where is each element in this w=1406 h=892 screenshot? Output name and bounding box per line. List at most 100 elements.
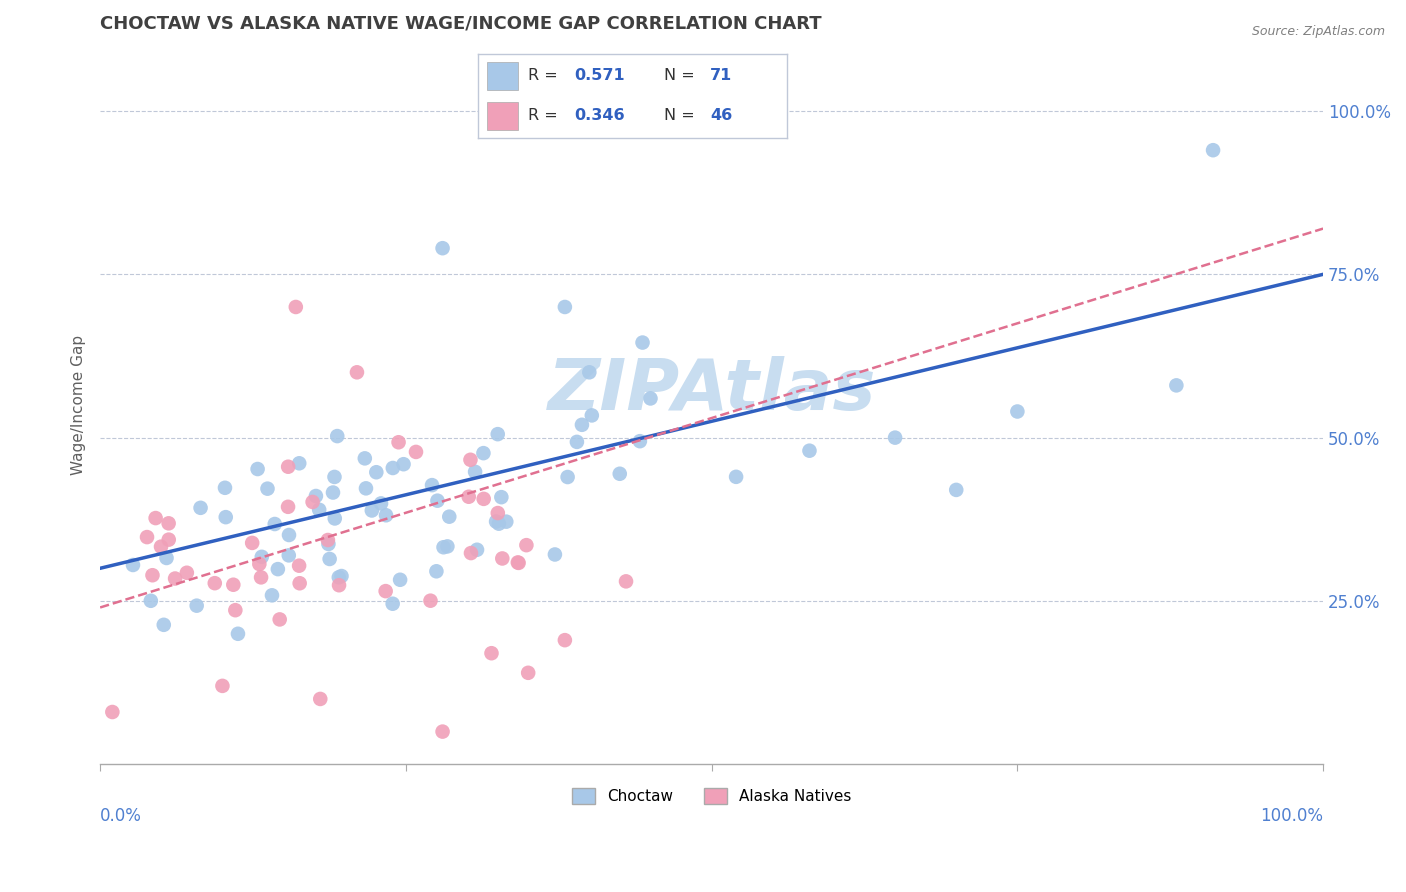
Point — [381, 597, 404, 611]
Point — [323, 511, 346, 525]
Point — [472, 446, 495, 460]
Point — [1202, 143, 1225, 157]
Point — [419, 593, 441, 607]
Point — [224, 603, 246, 617]
Point — [204, 576, 226, 591]
Point — [101, 705, 124, 719]
Text: N =: N = — [664, 108, 700, 123]
Point — [360, 503, 382, 517]
Point — [214, 481, 236, 495]
Point — [318, 552, 340, 566]
Point — [370, 496, 392, 510]
Point — [381, 461, 404, 475]
Point — [211, 679, 233, 693]
Point — [263, 516, 285, 531]
Point — [277, 500, 299, 514]
Point — [640, 392, 662, 406]
Point — [353, 451, 375, 466]
FancyBboxPatch shape — [488, 102, 519, 130]
Point — [136, 530, 159, 544]
Point — [141, 568, 163, 582]
Point — [354, 481, 377, 495]
Text: N =: N = — [664, 68, 700, 83]
Point — [426, 493, 449, 508]
FancyBboxPatch shape — [488, 62, 519, 90]
Point — [277, 459, 299, 474]
Point — [152, 617, 174, 632]
Point — [246, 462, 269, 476]
Point — [1007, 404, 1029, 418]
Point — [288, 558, 311, 573]
Point — [308, 502, 330, 516]
Text: Source: ZipAtlas.com: Source: ZipAtlas.com — [1251, 25, 1385, 38]
Point — [725, 470, 748, 484]
Point — [614, 574, 637, 589]
Point — [420, 478, 443, 492]
Y-axis label: Wage/Income Gap: Wage/Income Gap — [72, 334, 86, 475]
Point — [145, 511, 167, 525]
Point — [215, 510, 238, 524]
Point — [260, 588, 283, 602]
Point — [425, 564, 447, 578]
Point — [405, 445, 427, 459]
Point — [439, 509, 461, 524]
Point — [465, 542, 488, 557]
Point — [374, 584, 396, 599]
Point — [486, 506, 509, 520]
Point — [389, 573, 412, 587]
Text: R =: R = — [527, 108, 562, 123]
Point — [485, 515, 508, 529]
Point — [328, 578, 350, 592]
Point — [544, 548, 567, 562]
Point — [631, 335, 654, 350]
Point — [366, 465, 388, 479]
Point — [301, 495, 323, 509]
Point — [506, 556, 529, 570]
Point — [515, 538, 537, 552]
Point — [240, 536, 263, 550]
Point — [122, 558, 145, 572]
Text: CHOCTAW VS ALASKA NATIVE WAGE/INCOME GAP CORRELATION CHART: CHOCTAW VS ALASKA NATIVE WAGE/INCOME GAP… — [100, 15, 821, 33]
Point — [884, 431, 907, 445]
Point — [322, 485, 344, 500]
Point — [554, 300, 576, 314]
Text: 0.0%: 0.0% — [100, 807, 142, 825]
Point — [1166, 378, 1188, 392]
Point — [309, 692, 332, 706]
Point — [491, 490, 513, 504]
Point — [375, 508, 398, 523]
Point — [139, 594, 162, 608]
Text: R =: R = — [527, 68, 562, 83]
Point — [392, 457, 415, 471]
Point — [945, 483, 967, 497]
Point — [326, 429, 349, 443]
Point — [190, 500, 212, 515]
Point — [316, 533, 339, 547]
Text: 100.0%: 100.0% — [1260, 807, 1323, 825]
Point — [165, 572, 187, 586]
Point — [554, 633, 576, 648]
Point — [464, 465, 486, 479]
Legend: Choctaw, Alaska Natives: Choctaw, Alaska Natives — [567, 782, 858, 811]
Text: ZIPAtlas: ZIPAtlas — [547, 356, 876, 425]
Point — [288, 576, 311, 591]
Point — [226, 627, 249, 641]
Point — [557, 470, 579, 484]
Point — [609, 467, 631, 481]
Point — [491, 551, 513, 566]
Point — [305, 489, 328, 503]
Point — [565, 434, 588, 449]
Point — [432, 241, 454, 255]
Point — [247, 557, 270, 571]
Point — [581, 409, 603, 423]
Point — [250, 570, 273, 584]
Point — [250, 549, 273, 564]
Point — [799, 443, 821, 458]
Point — [346, 365, 368, 379]
Point — [517, 665, 540, 680]
Point — [387, 435, 409, 450]
Point — [318, 537, 340, 551]
Point — [460, 546, 482, 560]
Point — [267, 562, 290, 576]
Point — [323, 470, 346, 484]
